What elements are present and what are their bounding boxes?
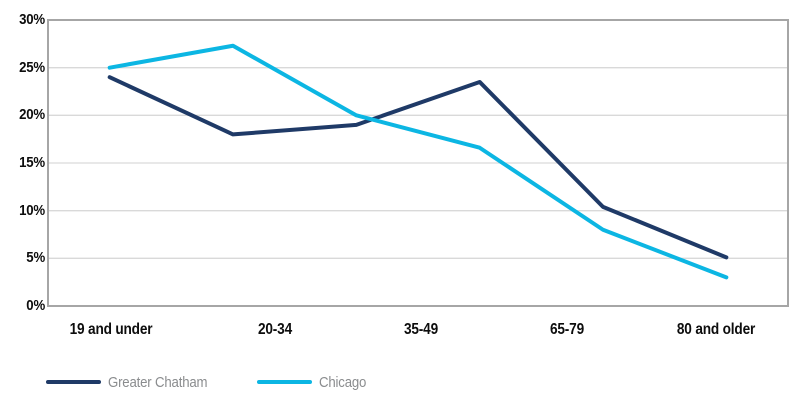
x-tick-label: 19 and under bbox=[69, 321, 153, 338]
legend-item-chicago: Chicago bbox=[257, 372, 373, 392]
x-tick-label: 65-79 bbox=[549, 321, 585, 338]
y-tick-label: 5% bbox=[26, 249, 45, 267]
gridlines bbox=[48, 67, 788, 259]
chart-legend: Greater Chatham Chicago bbox=[0, 0, 800, 391]
series-line-greater-chatham bbox=[107, 75, 729, 260]
plot-border bbox=[47, 19, 789, 307]
legend-label-chicago: Chicago bbox=[319, 373, 367, 391]
legend-item-greater-chatham: Greater Chatham bbox=[46, 372, 221, 392]
x-tick-label: 80 and older bbox=[676, 321, 756, 338]
y-tick-label: 20% bbox=[19, 106, 45, 124]
legend-label-greater-chatham: Greater Chatham bbox=[108, 373, 208, 391]
series-lines bbox=[107, 43, 729, 280]
series-line-chicago bbox=[107, 43, 729, 280]
legend-swatch-chicago bbox=[257, 380, 312, 384]
y-tick-label: 0% bbox=[26, 297, 45, 314]
legend-swatch-greater-chatham bbox=[46, 380, 101, 384]
x-tick-label: 35-49 bbox=[403, 321, 439, 338]
y-tick-label: 30% bbox=[19, 11, 45, 28]
x-tick-label: 20-34 bbox=[257, 321, 293, 338]
y-tick-label: 15% bbox=[19, 154, 45, 171]
y-tick-label: 25% bbox=[19, 58, 45, 76]
y-tick-label: 10% bbox=[19, 201, 45, 219]
